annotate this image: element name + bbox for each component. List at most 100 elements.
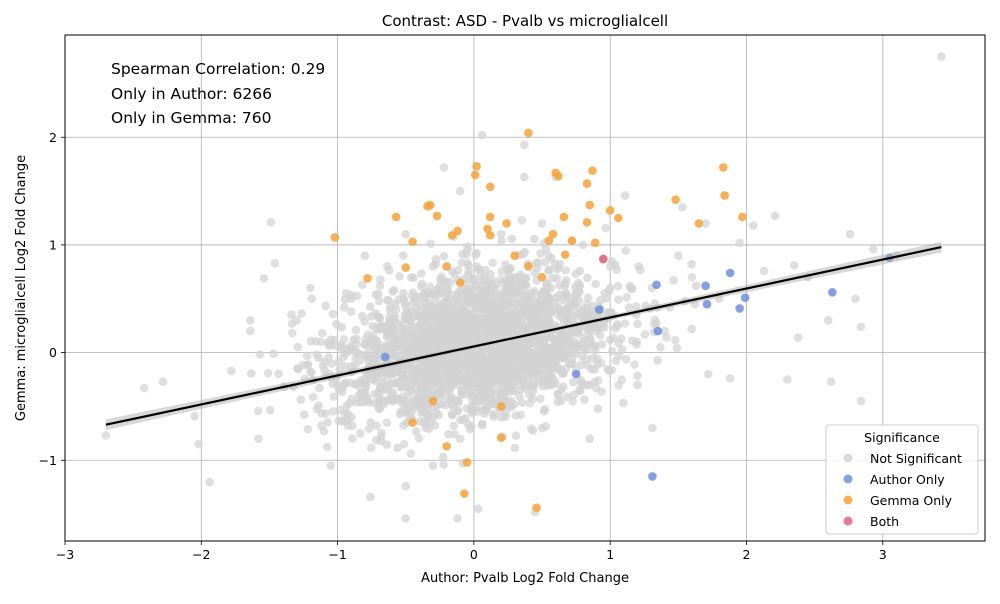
not-significant-point bbox=[496, 392, 506, 402]
not-significant-point bbox=[555, 290, 564, 300]
not-significant-point bbox=[316, 337, 326, 347]
not-significant-point bbox=[578, 240, 588, 250]
regression-fit-line bbox=[105, 246, 942, 426]
not-significant-point bbox=[382, 418, 392, 427]
not-significant-point bbox=[480, 405, 490, 415]
not-significant-point bbox=[591, 279, 600, 289]
not-significant-point bbox=[512, 324, 522, 334]
x-tick-label: 2 bbox=[743, 547, 751, 562]
not-significant-point bbox=[320, 365, 329, 374]
gemma-only-point bbox=[363, 274, 372, 283]
not-significant-point bbox=[592, 326, 601, 336]
not-significant-point bbox=[351, 325, 361, 335]
not-significant-point bbox=[536, 318, 546, 327]
not-significant-point bbox=[507, 234, 517, 244]
x-tick-label: −2 bbox=[192, 547, 210, 562]
not-significant-point bbox=[253, 406, 263, 416]
not-significant-point bbox=[627, 336, 637, 345]
not-significant-point bbox=[496, 412, 506, 422]
not-significant-point bbox=[458, 249, 467, 259]
not-significant-point bbox=[450, 304, 460, 314]
annotation-gemma-only: Only in Gemma: 760 bbox=[111, 109, 271, 127]
not-significant-point bbox=[442, 326, 451, 336]
not-significant-point bbox=[593, 376, 603, 385]
not-significant-point bbox=[402, 350, 412, 359]
not-significant-point bbox=[439, 163, 449, 172]
not-significant-point bbox=[307, 294, 317, 304]
not-significant-point bbox=[274, 369, 283, 379]
not-significant-point bbox=[426, 321, 435, 331]
author-only-point bbox=[648, 472, 657, 481]
not-significant-point bbox=[439, 251, 449, 261]
not-significant-point bbox=[426, 239, 436, 249]
not-significant-point bbox=[472, 394, 482, 403]
gemma-only-point bbox=[554, 171, 563, 181]
not-significant-point bbox=[409, 273, 418, 283]
not-significant-point bbox=[346, 307, 356, 316]
not-significant-point bbox=[648, 423, 657, 433]
not-significant-point bbox=[770, 211, 780, 221]
not-significant-point bbox=[583, 307, 592, 316]
not-significant-point bbox=[470, 302, 480, 312]
not-significant-point bbox=[438, 333, 448, 342]
not-significant-point bbox=[526, 424, 536, 434]
not-significant-point bbox=[605, 283, 615, 293]
not-significant-point bbox=[411, 402, 421, 411]
not-significant-point bbox=[793, 333, 803, 342]
not-significant-point bbox=[411, 297, 421, 307]
not-significant-point bbox=[613, 319, 622, 329]
not-significant-point bbox=[497, 346, 507, 356]
not-significant-point bbox=[377, 428, 386, 438]
not-significant-point bbox=[845, 229, 855, 239]
not-significant-point bbox=[439, 359, 449, 368]
not-significant-point bbox=[366, 302, 375, 312]
not-significant-point bbox=[413, 310, 423, 320]
not-significant-point bbox=[511, 287, 521, 296]
gemma-only-point bbox=[408, 237, 417, 247]
not-significant-point bbox=[500, 381, 510, 391]
not-significant-point bbox=[669, 275, 678, 285]
not-significant-point bbox=[259, 274, 269, 283]
gemma-only-point bbox=[447, 230, 457, 240]
not-significant-point bbox=[433, 313, 443, 322]
not-significant-point bbox=[571, 289, 581, 298]
not-significant-point bbox=[576, 360, 586, 370]
not-significant-point bbox=[492, 357, 501, 366]
not-significant-point bbox=[194, 439, 203, 449]
not-significant-point bbox=[403, 328, 413, 338]
not-significant-point bbox=[460, 329, 469, 338]
not-significant-point bbox=[306, 283, 315, 293]
not-significant-point bbox=[631, 302, 641, 311]
gemma-only-point bbox=[432, 211, 442, 221]
legend-title: Significance bbox=[864, 430, 940, 445]
not-significant-point bbox=[360, 317, 369, 326]
not-significant-point bbox=[376, 275, 385, 285]
gemma-only-point bbox=[671, 195, 680, 205]
not-significant-point bbox=[382, 262, 392, 271]
not-significant-point bbox=[476, 332, 485, 341]
not-significant-point bbox=[393, 377, 402, 387]
not-significant-point bbox=[466, 360, 475, 369]
not-significant-point bbox=[482, 355, 492, 365]
not-significant-point bbox=[489, 298, 499, 308]
not-significant-point bbox=[565, 332, 575, 342]
not-significant-point bbox=[158, 377, 168, 386]
not-significant-point bbox=[428, 262, 438, 271]
not-significant-point bbox=[650, 315, 660, 325]
author-only-point bbox=[701, 281, 710, 291]
not-significant-point bbox=[540, 294, 550, 304]
not-significant-point bbox=[537, 423, 547, 433]
not-significant-point bbox=[585, 434, 595, 444]
gemma-only-point bbox=[537, 272, 547, 282]
not-significant-point bbox=[406, 449, 416, 458]
not-significant-point bbox=[329, 392, 339, 401]
gemma-only-point bbox=[590, 238, 600, 248]
not-significant-point bbox=[474, 362, 484, 372]
not-significant-point bbox=[554, 365, 563, 374]
author-only-point bbox=[594, 305, 604, 314]
not-significant-point bbox=[528, 317, 537, 327]
legend-label-both: Both bbox=[870, 514, 899, 529]
not-significant-point bbox=[342, 401, 351, 411]
not-significant-point bbox=[410, 376, 420, 386]
